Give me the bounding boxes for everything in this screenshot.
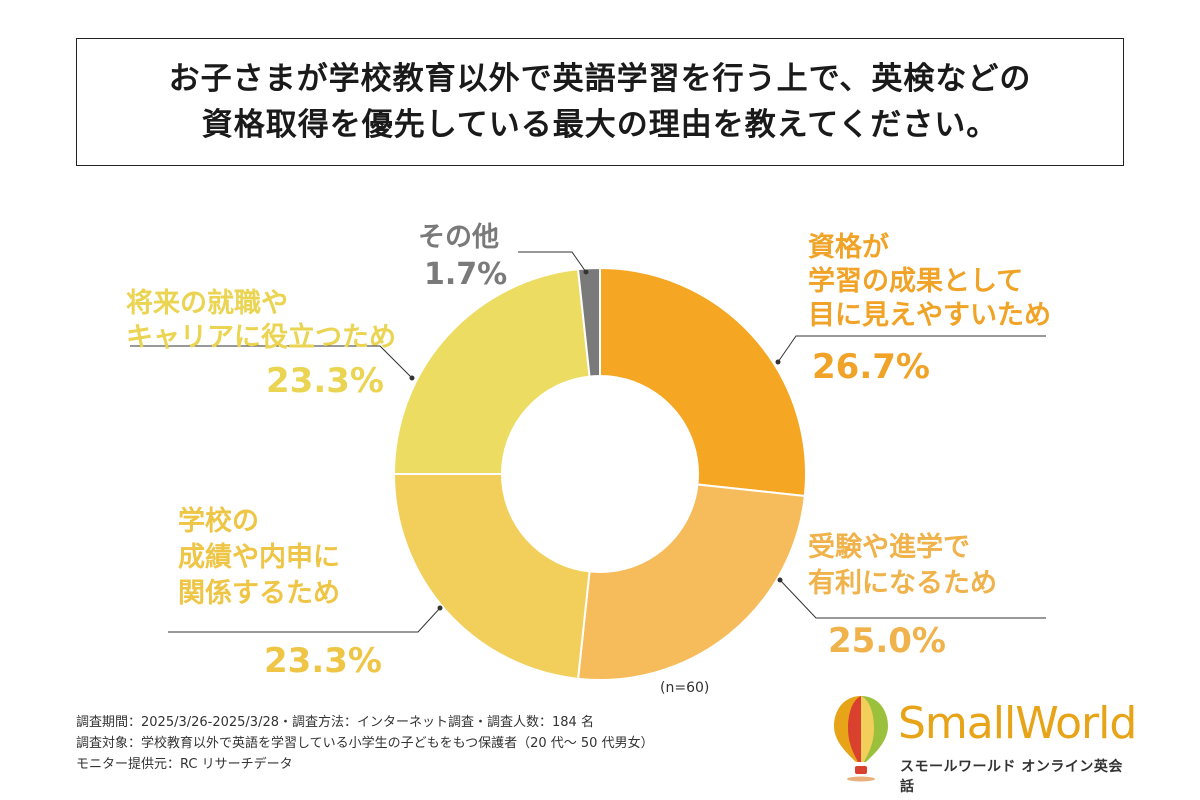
brand-logo: SmallWorld スモールワールド オンライン英会話 bbox=[830, 690, 1137, 795]
balloon-stripe-red bbox=[848, 696, 861, 762]
leader-line-entrance-exam bbox=[779, 579, 1046, 619]
category-label-line: その他 bbox=[418, 222, 499, 253]
title-line-2: 資格取得を優先している最大の理由を教えてください。 bbox=[201, 107, 999, 143]
category-label-other: その他 bbox=[418, 222, 499, 253]
footnote-period: 調査期間：2025/3/26-2025/3/28・調査方法：インターネット調査・… bbox=[76, 715, 594, 730]
footnotes: 調査期間：2025/3/26-2025/3/28・調査方法：インターネット調査・… bbox=[76, 712, 654, 775]
footnote-source: モニター提供元：RC リサーチデータ bbox=[76, 757, 293, 772]
title-line-1: お子さまが学校教育以外で英語学習を行う上で、英検などの bbox=[168, 61, 1032, 97]
value-label-school-grades: 23.3% bbox=[264, 641, 382, 681]
sample-size-label: (n=60) bbox=[660, 680, 710, 696]
slice-career bbox=[392, 268, 591, 475]
title-box: お子さまが学校教育以外で英語学習を行う上で、英検などの 資格取得を優先している最… bbox=[76, 38, 1124, 166]
value-label-visible-results: 26.7% bbox=[812, 347, 930, 387]
slice-entrance-exam bbox=[576, 483, 806, 681]
leader-dot-other bbox=[583, 269, 589, 275]
labels-group: 資格が学習の成果として目に見えやすいため 26.7% 受験や進学で有利になるため 25… bbox=[126, 222, 1051, 681]
value-label-career: 23.3% bbox=[266, 361, 384, 401]
value-label-other: 1.7% bbox=[424, 257, 507, 292]
leader-lines-group bbox=[130, 251, 1046, 633]
leader-line-other bbox=[518, 251, 587, 273]
slice-visible-results bbox=[599, 266, 807, 498]
category-label-line: 将来の就職や bbox=[126, 288, 288, 319]
leader-line-visible-results bbox=[777, 335, 1046, 363]
balloon-basket bbox=[855, 766, 867, 774]
leader-dot-entrance-exam bbox=[777, 577, 783, 583]
category-label-visible-results: 資格が学習の成果として目に見えやすいため bbox=[808, 231, 1051, 331]
category-label-school-grades: 学校の成績や内申に関係するため bbox=[178, 505, 340, 609]
category-label-career: 将来の就職やキャリアに役立つため bbox=[126, 288, 396, 353]
brand-name: SmallWorld bbox=[898, 698, 1137, 749]
slices-group bbox=[392, 266, 807, 681]
leader-line-career bbox=[130, 345, 413, 379]
category-label-line: 有利になるため bbox=[808, 568, 997, 599]
leader-dot-school-grades bbox=[437, 605, 443, 611]
category-label-line: 学校の bbox=[178, 505, 259, 537]
category-label-line: 学習の成果として bbox=[808, 265, 1023, 297]
value-label-entrance-exam: 25.0% bbox=[828, 621, 946, 661]
leader-dot-career bbox=[409, 375, 415, 381]
balloon-logo-icon bbox=[834, 696, 888, 782]
category-label-line: 受験や進学で bbox=[808, 531, 970, 563]
slice-school-grades bbox=[392, 473, 591, 680]
balloon-stripe-yellow bbox=[861, 696, 874, 762]
brand-subtitle: スモールワールド オンライン英会話 bbox=[900, 759, 1123, 795]
category-label-entrance-exam: 受験や進学で有利になるため bbox=[808, 531, 997, 599]
category-label-line: キャリアに役立つため bbox=[126, 321, 396, 353]
category-label-line: 目に見えやすいため bbox=[808, 300, 1051, 331]
leader-line-school-grades bbox=[168, 607, 441, 633]
category-label-line: 資格が bbox=[808, 231, 889, 263]
footnote-target: 調査対象：学校教育以外で英語を学習している小学生の子どもをもつ保護者（20 代～… bbox=[76, 736, 654, 751]
slice-other bbox=[576, 266, 601, 378]
category-label-line: 関係するため bbox=[178, 578, 340, 609]
balloon-shadow bbox=[847, 776, 875, 782]
category-label-line: 成績や内申に bbox=[178, 541, 340, 573]
leader-dot-visible-results bbox=[775, 359, 781, 365]
